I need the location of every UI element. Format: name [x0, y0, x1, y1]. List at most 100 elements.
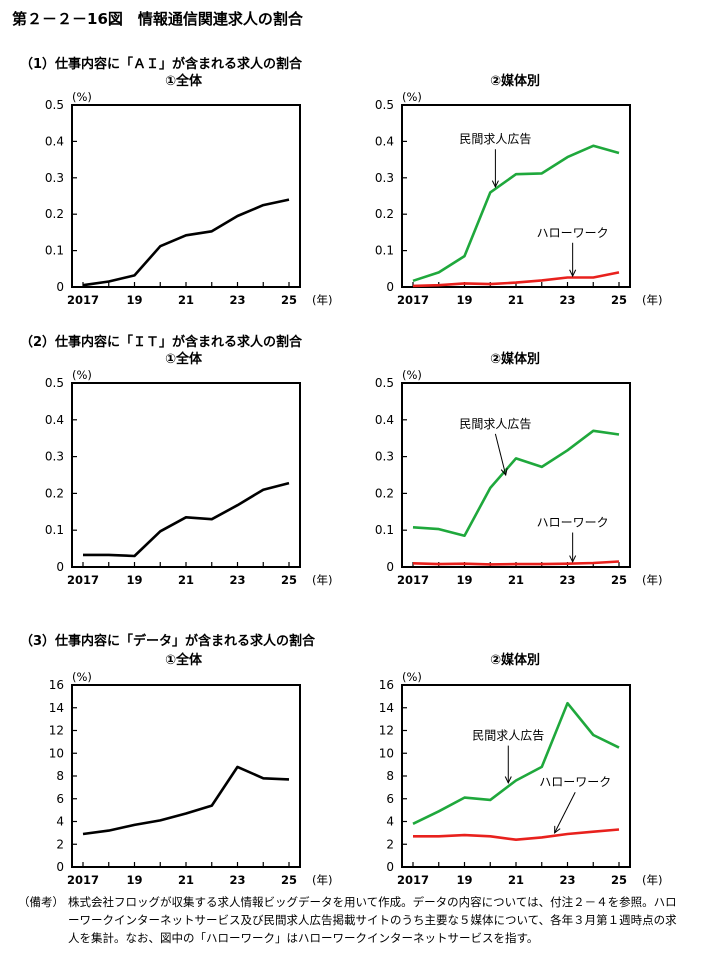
it-total-ytick-label: 0.2 — [45, 486, 64, 500]
data-total-ytick-label: 2 — [56, 837, 64, 851]
it-media-xtick-label: 2017 — [397, 573, 429, 587]
ai-media-annotation-arrowhead-0 — [491, 180, 499, 189]
data-media-series-line-1 — [413, 828, 620, 842]
data-media-ytick-label: 16 — [379, 678, 394, 692]
charts-canvas: 0 0.1 0.2 0.3 0.4 0.5 2017 19 21 23 25 (%) (年) 0 0.1 0.… — [45, 90, 663, 887]
it-media-ytick-label: 0.1 — [375, 523, 394, 537]
it-media-annotation-arrow-0 — [494, 433, 507, 476]
ai-media-xtick-label: 23 — [559, 293, 575, 307]
data-media-annotation-arrow-1 — [554, 792, 576, 834]
section-title-data: （3）仕事内容に「データ」が含まれる求人の割合 — [20, 634, 316, 649]
data-media-xtick-label: 21 — [508, 873, 524, 887]
panel-title-it-media: ②媒体別 — [490, 352, 541, 367]
data-media-annotation-arrowhead-0 — [504, 776, 512, 784]
it-media-xtick-label: 25 — [611, 573, 627, 587]
ai-total-ytick-label: 0.1 — [45, 244, 64, 258]
it-total-ytick-label: 0.5 — [45, 376, 64, 390]
it-media-xunit-label: (年) — [642, 573, 662, 587]
data-media-annotation-arrowhead-1 — [554, 825, 561, 834]
panel-title-data-total: ①全体 — [165, 653, 203, 668]
ai-media-xtick-label: 19 — [456, 293, 472, 307]
it-total-ytick-label: 0.4 — [45, 413, 64, 427]
data-media-ytick-label: 14 — [379, 701, 394, 715]
ai-media-series-label-1: ハローワーク — [537, 226, 609, 240]
ai-total-xtick-label: 21 — [178, 293, 194, 307]
it-media-annotation-arrowhead-1 — [569, 555, 577, 563]
ai-media-xunit-label: (年) — [642, 293, 662, 307]
it-total-xtick-label: 19 — [126, 573, 142, 587]
it-media-ytick-label: 0.5 — [375, 376, 394, 390]
ai-total-series-line-0 — [82, 198, 290, 287]
data-media-xunit-label: (年) — [642, 873, 662, 887]
it-media-series-label-0: 民間求人広告 — [459, 417, 531, 431]
data-media-ytick-label: 2 — [386, 837, 394, 851]
data-total-ytick-label: 8 — [56, 769, 64, 783]
data-media-xtick-label: 25 — [611, 873, 627, 887]
ai-media-ytick-label: 0.3 — [375, 171, 394, 185]
it-media-ytick-label: 0.4 — [375, 413, 394, 427]
ai-total-xtick-label: 23 — [229, 293, 245, 307]
data-media-series-line-0 — [412, 701, 620, 825]
it-total-xtick-label: 2017 — [67, 573, 99, 587]
ai-media-ytick-label: 0.4 — [375, 134, 394, 148]
it-media-xtick-label: 19 — [456, 573, 472, 587]
ai-media-series-line-0 — [412, 144, 620, 283]
data-media-ytick-label: 0 — [386, 860, 394, 874]
data-total-ytick-label: 4 — [56, 815, 64, 829]
it-media-yunit-label: (%) — [402, 368, 422, 382]
it-total-series-line-0 — [83, 481, 290, 558]
ai-media-ytick-label: 0 — [386, 280, 394, 294]
ai-total-ytick-label: 0 — [56, 280, 64, 294]
ai-total-ytick-label: 0.5 — [45, 98, 64, 112]
data-media-ytick-label: 4 — [386, 815, 394, 829]
footnote-label: （備考） — [18, 895, 64, 909]
data-media-yunit-label: (%) — [402, 670, 422, 684]
data-media-series-label-1: ハローワーク — [539, 775, 611, 789]
data-media-series-label-0: 民間求人広告 — [472, 729, 544, 743]
data-total-xtick-label: 2017 — [67, 873, 99, 887]
ai-total-ytick-label: 0.2 — [45, 207, 64, 221]
it-media-xtick-label: 23 — [559, 573, 575, 587]
data-total-ytick-label: 0 — [56, 860, 64, 874]
data-total-xtick-label: 21 — [178, 873, 194, 887]
ai-total-yunit-label: (%) — [72, 90, 92, 104]
ai-media-xtick-label: 25 — [611, 293, 627, 307]
it-total-plot-frame — [71, 382, 301, 568]
data-media-xtick-label: 2017 — [397, 873, 429, 887]
it-media-series-line-0 — [412, 429, 620, 538]
data-media-xtick-label: 23 — [559, 873, 575, 887]
panel-title-ai-media: ②媒体別 — [490, 74, 541, 89]
ai-media-xtick-label: 2017 — [397, 293, 429, 307]
section-title-ai: （1）仕事内容に「ＡＩ」が含まれる求人の割合 — [20, 57, 303, 72]
data-total-xunit-label: (年) — [312, 873, 332, 887]
data-total-ytick-label: 6 — [56, 792, 64, 806]
data-total-xtick-label: 19 — [126, 873, 142, 887]
it-media-ytick-label: 0.3 — [375, 450, 394, 464]
it-media-annotation-arrowhead-0 — [500, 468, 508, 477]
data-total-plot-frame — [71, 684, 301, 868]
ai-media-series-label-0: 民間求人広告 — [459, 132, 531, 146]
ai-media-series-line-1 — [412, 271, 620, 288]
data-total-yunit-label: (%) — [72, 670, 92, 684]
data-total-ytick-label: 10 — [49, 746, 64, 760]
ai-media-yunit-label: (%) — [402, 90, 422, 104]
it-total-yunit-label: (%) — [72, 368, 92, 382]
it-media-series-label-1: ハローワーク — [537, 516, 609, 530]
it-total-xunit-label: (年) — [312, 573, 332, 587]
it-total-ytick-label: 0.3 — [45, 450, 64, 464]
ai-media-xtick-label: 21 — [508, 293, 524, 307]
data-media-ytick-label: 12 — [379, 724, 394, 738]
data-total-ytick-label: 14 — [49, 701, 64, 715]
ai-total-plot-frame — [71, 104, 301, 288]
ai-total-ytick-label: 0.3 — [45, 171, 64, 185]
it-total-ytick-label: 0.1 — [45, 523, 64, 537]
data-media-ytick-label: 6 — [386, 792, 394, 806]
panel-title-it-total: ①全体 — [165, 352, 203, 367]
it-total-ytick-label: 0 — [56, 560, 64, 574]
data-total-series-line-0 — [82, 765, 290, 836]
it-media-ytick-label: 0 — [386, 560, 394, 574]
it-total-xtick-label: 21 — [178, 573, 194, 587]
ai-total-xtick-label: 2017 — [67, 293, 99, 307]
ai-total-xunit-label: (年) — [312, 293, 332, 307]
it-media-plot-frame — [401, 382, 631, 568]
